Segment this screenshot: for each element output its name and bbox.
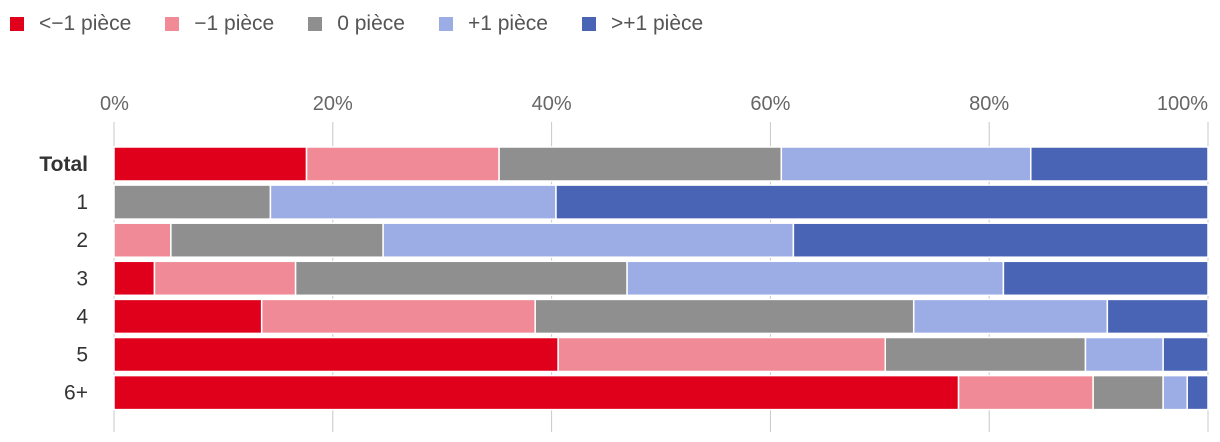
legend-swatch bbox=[438, 17, 453, 31]
legend-item-lt-minus-1: <−1 pièce bbox=[10, 12, 131, 36]
category-label: 1 bbox=[76, 191, 88, 214]
bar-segment bbox=[1106, 298, 1209, 335]
category-label: Total bbox=[39, 153, 88, 176]
category-label: 6+ bbox=[64, 382, 88, 405]
x-tick-label: 20% bbox=[313, 93, 353, 115]
legend-swatch bbox=[165, 17, 180, 31]
bar-segment bbox=[113, 146, 308, 182]
x-tick-label: 80% bbox=[969, 93, 1009, 115]
category-label: 2 bbox=[76, 229, 88, 252]
bar-segment bbox=[1186, 374, 1209, 411]
bar-segment bbox=[113, 336, 559, 373]
bar-segment bbox=[269, 184, 557, 220]
bar-segment bbox=[113, 298, 263, 335]
legend: <−1 pièce −1 pièce 0 pièce +1 pièce >+1 … bbox=[10, 12, 737, 36]
bar-segment bbox=[1002, 260, 1209, 297]
bar-segment bbox=[113, 260, 156, 297]
legend-item-minus-1: −1 pièce bbox=[165, 12, 274, 36]
legend-label: 0 pièce bbox=[337, 12, 405, 35]
bar-segment bbox=[957, 374, 1094, 411]
bar-segment bbox=[498, 146, 783, 182]
x-tick-label: 40% bbox=[532, 93, 572, 115]
bar-segment bbox=[113, 184, 272, 220]
bar-segment bbox=[382, 222, 795, 258]
legend-label: +1 pièce bbox=[467, 12, 548, 35]
bar-segment bbox=[170, 222, 384, 258]
bar-segment bbox=[557, 336, 887, 373]
bar-segment bbox=[555, 184, 1209, 220]
legend-item-zero: 0 pièce bbox=[308, 12, 405, 36]
bar-segment bbox=[884, 336, 1087, 373]
bar-segment bbox=[260, 298, 536, 335]
legend-label: <−1 pièce bbox=[39, 12, 132, 35]
bar-segment bbox=[153, 260, 297, 297]
legend-swatch bbox=[581, 17, 596, 31]
bar-segment bbox=[1030, 146, 1209, 182]
bar-segment bbox=[780, 146, 1032, 182]
category-label: 4 bbox=[76, 305, 88, 328]
x-tick-label: 60% bbox=[750, 93, 790, 115]
legend-label: −1 pièce bbox=[194, 12, 275, 35]
bar-segment bbox=[534, 298, 915, 335]
bar-segment bbox=[912, 298, 1109, 335]
x-tick-label: 100% bbox=[1157, 93, 1208, 115]
legend-label: >+1 pièce bbox=[610, 12, 704, 35]
legend-item-plus-1: +1 pièce bbox=[438, 12, 548, 36]
legend-swatch bbox=[308, 17, 323, 31]
bar-segment bbox=[294, 260, 628, 297]
bar-segment bbox=[626, 260, 1005, 297]
bar-segment bbox=[305, 146, 500, 182]
legend-item-gt-plus-1: >+1 pièce bbox=[581, 12, 704, 36]
category-label: 3 bbox=[76, 267, 88, 290]
legend-swatch bbox=[10, 17, 24, 31]
bar-segment bbox=[113, 222, 172, 258]
x-tick-label: 0% bbox=[100, 93, 129, 115]
bar-segment bbox=[1092, 374, 1164, 411]
bar-segment bbox=[1162, 336, 1209, 373]
bar-segment bbox=[1084, 336, 1164, 373]
bar-segment bbox=[792, 222, 1209, 258]
category-label: 5 bbox=[76, 344, 88, 367]
bar-segment bbox=[1162, 374, 1188, 411]
bar-segment bbox=[113, 374, 960, 411]
